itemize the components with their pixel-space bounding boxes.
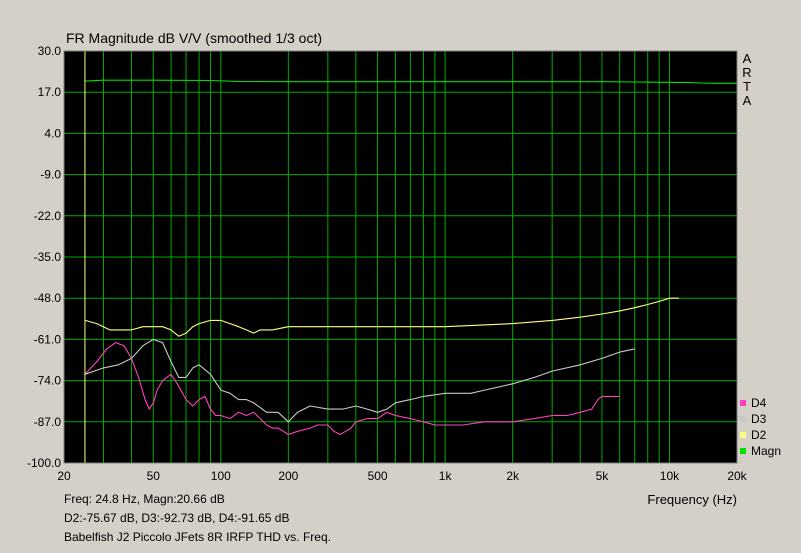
y-tick-label: -87.0 [34,415,62,429]
x-tick-label: 2k [506,469,520,483]
arta-watermark: A R T A [741,52,753,108]
y-tick-label: 30.0 [38,44,62,58]
series-line-d2 [84,297,679,337]
x-tick-label: 200 [278,469,298,483]
y-tick-label: -35.0 [34,250,62,264]
legend-label-d4: D4 [751,396,767,410]
measurement-description: Babelfish J2 Piccolo JFets 8R IRFP THD v… [64,530,331,544]
watermark-letter: R [742,65,752,80]
watermark-letter: A [742,93,752,108]
series-line-d4 [84,342,620,436]
legend-item-d2[interactable]: D2 [740,427,781,443]
x-axis-label: Frequency (Hz) [647,492,737,507]
y-tick-label: -48.0 [34,291,62,305]
legend: D4 D3 D2 Magn [740,395,781,459]
chart-title: FR Magnitude dB V/V (smoothed 1/3 oct) [66,30,323,46]
cursor-readout-distortion: D2:-75.67 dB, D3:-92.73 dB, D4:-91.65 dB [64,511,290,525]
legend-swatch-magn [740,448,746,454]
y-tick-label: -22.0 [34,209,62,223]
legend-item-d4[interactable]: D4 [740,395,781,411]
watermark-letter: T [743,79,751,94]
series-line-d3 [84,338,635,423]
legend-item-d3[interactable]: D3 [740,411,781,427]
plot-border [63,50,738,464]
legend-swatch-d2 [740,432,746,438]
y-tick-label: 4.0 [44,126,61,140]
legend-label-d3: D3 [751,412,767,426]
x-tick-label: 10k [660,469,680,483]
x-tick-label: 20 [57,469,71,483]
x-tick-label: 100 [211,469,231,483]
legend-label-d2: D2 [751,428,767,442]
x-tick-label: 500 [368,469,388,483]
x-tick-label: 1k [439,469,453,483]
cursor-readout-freq: Freq: 24.8 Hz, Magn:20.66 dB [64,492,225,506]
y-tick-label: 17.0 [38,85,62,99]
legend-swatch-d4 [740,400,746,406]
series-line-magn [84,79,737,84]
y-tick-label: -9.0 [40,168,61,182]
y-tick-label: -74.0 [34,374,62,388]
x-tick-label: 50 [147,469,161,483]
watermark-letter: A [742,51,752,66]
y-tick-label: -61.0 [34,332,62,346]
x-tick-label: 20k [727,469,747,483]
legend-swatch-d3 [740,416,746,422]
legend-label-magn: Magn [751,444,782,458]
legend-item-magn[interactable]: Magn [740,443,781,459]
y-tick-label: -100.0 [27,456,61,470]
x-tick-label: 5k [596,469,610,483]
